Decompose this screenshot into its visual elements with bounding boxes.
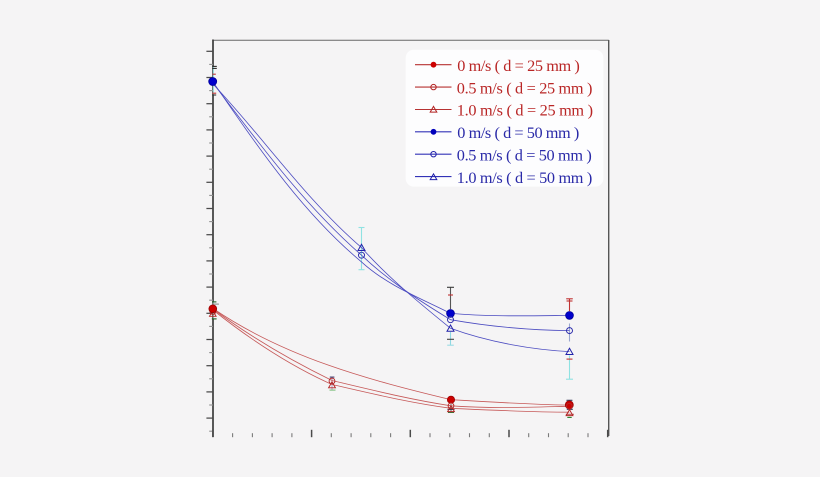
svg-text:0.5 m/s ( d = 25 mm ): 0.5 m/s ( d = 25 mm ) bbox=[457, 78, 593, 97]
svg-text:0.5 m/s ( d = 50 mm ): 0.5 m/s ( d = 50 mm ) bbox=[457, 146, 592, 165]
svg-text:1.0 m/s ( d = 25 mm ): 1.0 m/s ( d = 25 mm ) bbox=[457, 101, 593, 120]
svg-text:1.0 m/s ( d = 50 mm ): 1.0 m/s ( d = 50 mm ) bbox=[457, 168, 593, 187]
svg-text:0 m/s ( d = 25 mm ): 0 m/s ( d = 25 mm ) bbox=[457, 56, 580, 75]
svg-text:0 m/s ( d = 50 mm ): 0 m/s ( d = 50 mm ) bbox=[457, 123, 579, 142]
